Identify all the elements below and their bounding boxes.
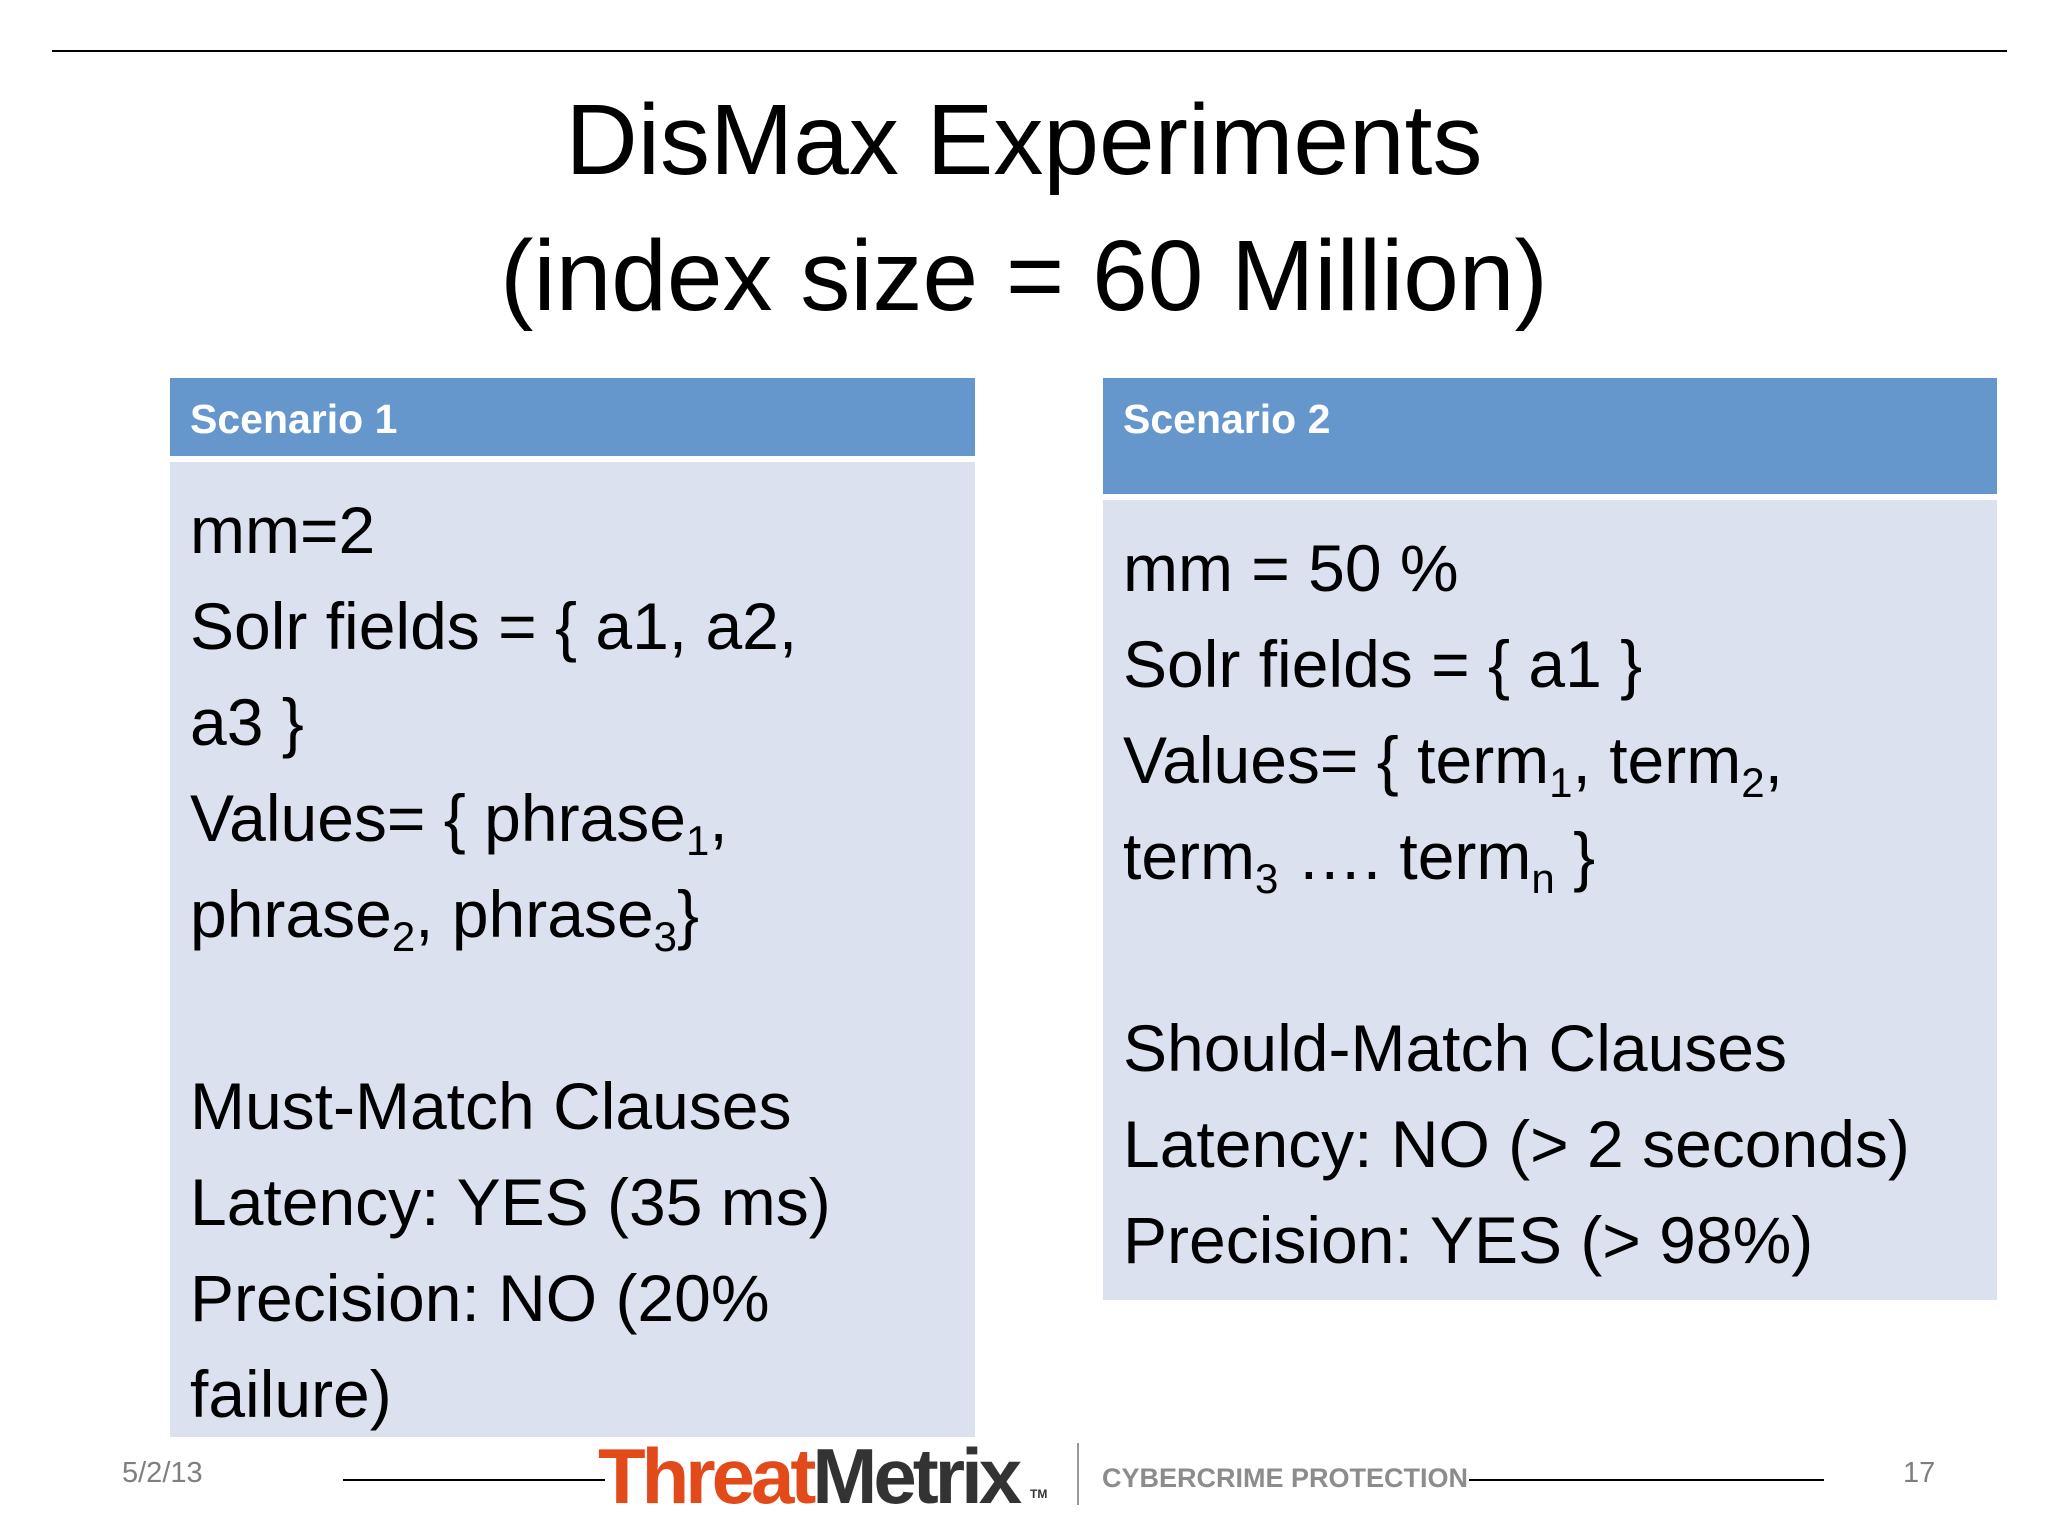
s1-gap: [190, 962, 955, 1058]
footer-date: 5/2/13: [122, 1457, 203, 1489]
scenario-2-header: Scenario 2: [1103, 378, 1997, 494]
s2-values-2: term3 …. termn }: [1123, 808, 1977, 904]
scenario-1-header: Scenario 1: [170, 378, 975, 456]
s2-values-line2-a: term: [1123, 819, 1255, 893]
s2-values-line2-b: …. term: [1278, 819, 1532, 893]
s2-clause: Should-Match Clauses: [1123, 1011, 1787, 1085]
s2-values-prefix: Values= { term: [1123, 723, 1550, 797]
s2-values-subn: n: [1531, 855, 1555, 902]
s2-values-sub3: 3: [1255, 855, 1279, 902]
top-rule: [52, 50, 2007, 52]
page-number: 17: [1903, 1457, 1936, 1489]
brand-separator: [1077, 1443, 1079, 1505]
scenario-2-body: mm = 50 % Solr fields = { a1 } Values= {…: [1103, 500, 1997, 1300]
footer-rule-right: [1469, 1479, 1824, 1481]
s2-values-mid: , term: [1572, 723, 1742, 797]
brand-part-1: Threat: [598, 1432, 816, 1520]
s2-values-sep: ,: [1764, 723, 1783, 797]
s1-values-sub3: 3: [653, 913, 678, 960]
s1-mm: mm=2: [190, 493, 376, 567]
s1-precision-2: failure): [190, 1357, 392, 1431]
s2-mm: mm = 50 %: [1123, 531, 1459, 605]
s2-values-1: Values= { term1, term2,: [1123, 712, 1977, 808]
s2-latency: Latency: NO (> 2 seconds): [1123, 1107, 1910, 1181]
scenario-1-body: mm=2 Solr fields = { a1, a2, a3 } Values…: [170, 462, 975, 1437]
s2-precision: Precision: YES (> 98%): [1123, 1203, 1814, 1277]
s1-clause: Must-Match Clauses: [190, 1069, 792, 1143]
title-line-2: (index size = 60 Million): [500, 220, 1548, 332]
s1-values-sub1: 1: [685, 817, 710, 864]
s1-values-sep1: ,: [709, 781, 728, 855]
s1-values-2: phrase2, phrase3}: [190, 866, 955, 962]
footer-rule-left: [343, 1479, 605, 1481]
title-line-1: DisMax Experiments: [565, 84, 1483, 196]
s1-values-1: Values= { phrase1,: [190, 770, 955, 866]
s2-values-close: }: [1554, 819, 1596, 893]
brand-logo: ThreatMetrix: [598, 1431, 1022, 1521]
scenario-2-body-bg: [1103, 500, 1997, 1300]
s2-values-sub1: 1: [1549, 759, 1573, 806]
s1-values-prefix: Values= { phrase: [190, 781, 686, 855]
s1-fields-1: Solr fields = { a1, a2,: [190, 589, 798, 663]
s1-values-line2-b: , phrase: [415, 877, 654, 951]
brand-trademark: TM: [1030, 1487, 1048, 1501]
scenario-1-body-bg: [170, 462, 975, 1437]
s1-precision-1: Precision: NO (20%: [190, 1261, 770, 1335]
s2-values-sub2: 2: [1741, 759, 1765, 806]
s2-gap: [1123, 904, 1977, 1000]
slide-title: DisMax Experiments (index size = 60 Mill…: [0, 72, 2048, 344]
s1-values-sub2: 2: [391, 913, 416, 960]
s1-fields-2: a3 }: [190, 685, 304, 759]
s1-values-close: }: [677, 877, 700, 951]
s1-latency: Latency: YES (35 ms): [190, 1165, 831, 1239]
s1-values-line2-a: phrase: [190, 877, 392, 951]
s2-fields: Solr fields = { a1 }: [1123, 627, 1643, 701]
brand-tagline: CYBERCRIME PROTECTION: [1102, 1463, 1469, 1493]
brand-part-2: Metrix: [812, 1432, 1022, 1520]
